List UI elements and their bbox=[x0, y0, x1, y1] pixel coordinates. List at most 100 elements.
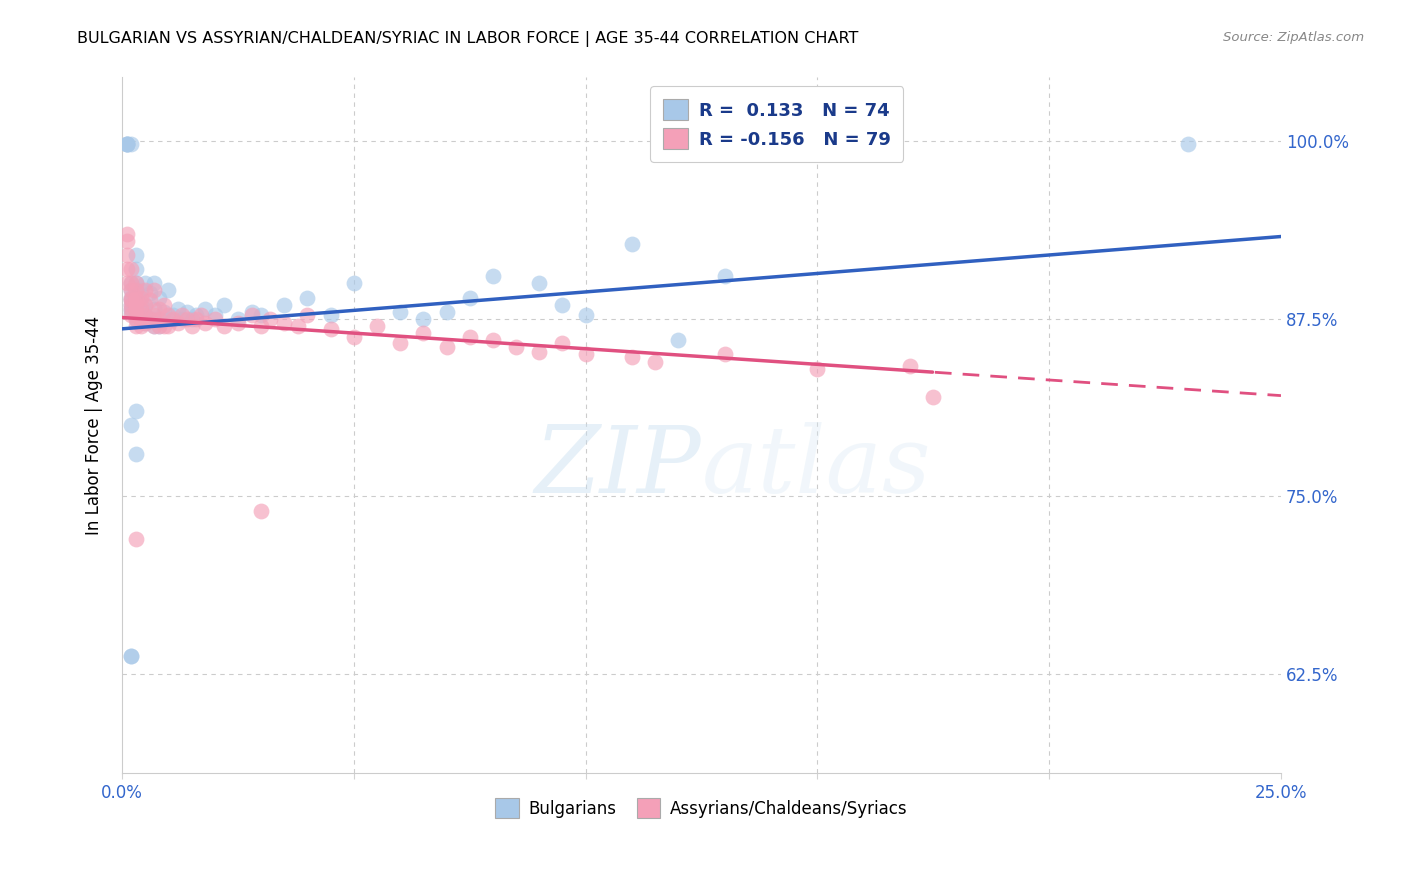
Point bbox=[644, 354, 666, 368]
Point bbox=[319, 322, 342, 336]
Point bbox=[134, 298, 156, 312]
Point bbox=[120, 284, 142, 298]
Point bbox=[620, 236, 643, 251]
Point bbox=[129, 298, 152, 312]
Text: atlas: atlas bbox=[702, 422, 931, 512]
Point bbox=[157, 284, 180, 298]
Point bbox=[125, 532, 148, 546]
Point bbox=[115, 262, 138, 277]
Point bbox=[120, 291, 142, 305]
Point bbox=[125, 293, 148, 308]
Point bbox=[125, 284, 148, 298]
Point bbox=[458, 330, 481, 344]
Point bbox=[125, 301, 148, 316]
Point bbox=[250, 503, 273, 517]
Point bbox=[115, 137, 138, 152]
Point bbox=[319, 308, 342, 322]
Point bbox=[186, 308, 208, 322]
Point bbox=[250, 318, 273, 333]
Point bbox=[125, 293, 148, 308]
Point bbox=[125, 312, 148, 326]
Point bbox=[529, 277, 551, 291]
Point bbox=[129, 301, 152, 316]
Point bbox=[482, 269, 505, 284]
Point bbox=[143, 318, 166, 333]
Point bbox=[620, 351, 643, 365]
Point bbox=[134, 277, 156, 291]
Point bbox=[436, 305, 458, 319]
Point bbox=[166, 316, 188, 330]
Point bbox=[176, 305, 198, 319]
Point bbox=[148, 318, 170, 333]
Point bbox=[212, 298, 235, 312]
Point bbox=[806, 361, 828, 376]
Point bbox=[186, 312, 208, 326]
Point bbox=[166, 301, 188, 316]
Point bbox=[134, 308, 156, 322]
Point bbox=[125, 308, 148, 322]
Point bbox=[143, 301, 166, 316]
Point bbox=[125, 298, 148, 312]
Point bbox=[204, 308, 226, 322]
Point bbox=[120, 262, 142, 277]
Point bbox=[120, 305, 142, 319]
Point bbox=[125, 404, 148, 418]
Point bbox=[125, 312, 148, 326]
Point bbox=[204, 312, 226, 326]
Point bbox=[1177, 137, 1199, 152]
Point bbox=[129, 291, 152, 305]
Point bbox=[129, 308, 152, 322]
Point bbox=[180, 318, 202, 333]
Point bbox=[115, 248, 138, 262]
Point bbox=[389, 336, 412, 351]
Point bbox=[412, 326, 434, 340]
Point bbox=[482, 333, 505, 347]
Point bbox=[666, 333, 689, 347]
Point bbox=[129, 284, 152, 298]
Point bbox=[129, 312, 152, 326]
Text: BULGARIAN VS ASSYRIAN/CHALDEAN/SYRIAC IN LABOR FORCE | AGE 35-44 CORRELATION CHA: BULGARIAN VS ASSYRIAN/CHALDEAN/SYRIAC IN… bbox=[77, 31, 859, 47]
Point bbox=[134, 316, 156, 330]
Point bbox=[120, 293, 142, 308]
Point bbox=[120, 648, 142, 663]
Point bbox=[922, 390, 945, 404]
Text: ZIP: ZIP bbox=[534, 422, 702, 512]
Point bbox=[240, 308, 263, 322]
Point bbox=[436, 340, 458, 354]
Point bbox=[575, 347, 598, 361]
Point bbox=[115, 234, 138, 248]
Point bbox=[134, 316, 156, 330]
Point bbox=[529, 344, 551, 359]
Point bbox=[125, 291, 148, 305]
Point bbox=[125, 284, 148, 298]
Point bbox=[713, 347, 735, 361]
Point bbox=[240, 305, 263, 319]
Point bbox=[190, 308, 212, 322]
Point bbox=[226, 312, 249, 326]
Point bbox=[115, 137, 138, 152]
Point bbox=[297, 308, 319, 322]
Point bbox=[389, 305, 412, 319]
Point bbox=[297, 291, 319, 305]
Point bbox=[273, 298, 295, 312]
Y-axis label: In Labor Force | Age 35-44: In Labor Force | Age 35-44 bbox=[86, 316, 103, 535]
Point bbox=[287, 318, 309, 333]
Point bbox=[162, 308, 184, 322]
Point bbox=[250, 308, 273, 322]
Point bbox=[152, 298, 174, 312]
Point bbox=[125, 318, 148, 333]
Point bbox=[115, 137, 138, 152]
Point bbox=[162, 312, 184, 326]
Point bbox=[172, 308, 194, 322]
Point bbox=[115, 137, 138, 152]
Point bbox=[120, 277, 142, 291]
Point bbox=[120, 648, 142, 663]
Point bbox=[125, 291, 148, 305]
Point bbox=[120, 301, 142, 316]
Point bbox=[194, 301, 217, 316]
Point bbox=[148, 291, 170, 305]
Point bbox=[273, 316, 295, 330]
Point bbox=[139, 293, 162, 308]
Point bbox=[125, 298, 148, 312]
Point bbox=[120, 418, 142, 433]
